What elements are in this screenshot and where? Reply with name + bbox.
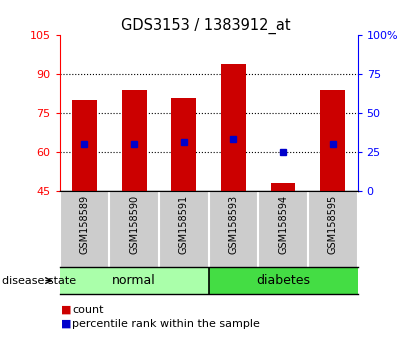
Bar [171, 98, 196, 191]
Text: GSM158593: GSM158593 [229, 195, 238, 254]
Text: GDS3153 / 1383912_at: GDS3153 / 1383912_at [121, 18, 290, 34]
Text: GSM158590: GSM158590 [129, 195, 139, 254]
Text: GSM158589: GSM158589 [79, 195, 90, 254]
Text: percentile rank within the sample: percentile rank within the sample [72, 319, 260, 329]
Bar [221, 64, 246, 191]
Text: GSM158595: GSM158595 [328, 195, 338, 254]
Bar [60, 267, 209, 294]
Bar [122, 90, 146, 191]
Bar [208, 267, 358, 294]
Text: diabetes: diabetes [256, 274, 310, 287]
Text: GSM158594: GSM158594 [278, 195, 288, 254]
Text: ■: ■ [60, 319, 71, 329]
Bar [271, 183, 296, 191]
Text: ■: ■ [60, 305, 71, 315]
Text: normal: normal [112, 274, 156, 287]
Text: disease state: disease state [2, 275, 76, 286]
Bar [320, 90, 345, 191]
Text: GSM158591: GSM158591 [179, 195, 189, 254]
Text: count: count [72, 305, 104, 315]
Bar [72, 100, 97, 191]
